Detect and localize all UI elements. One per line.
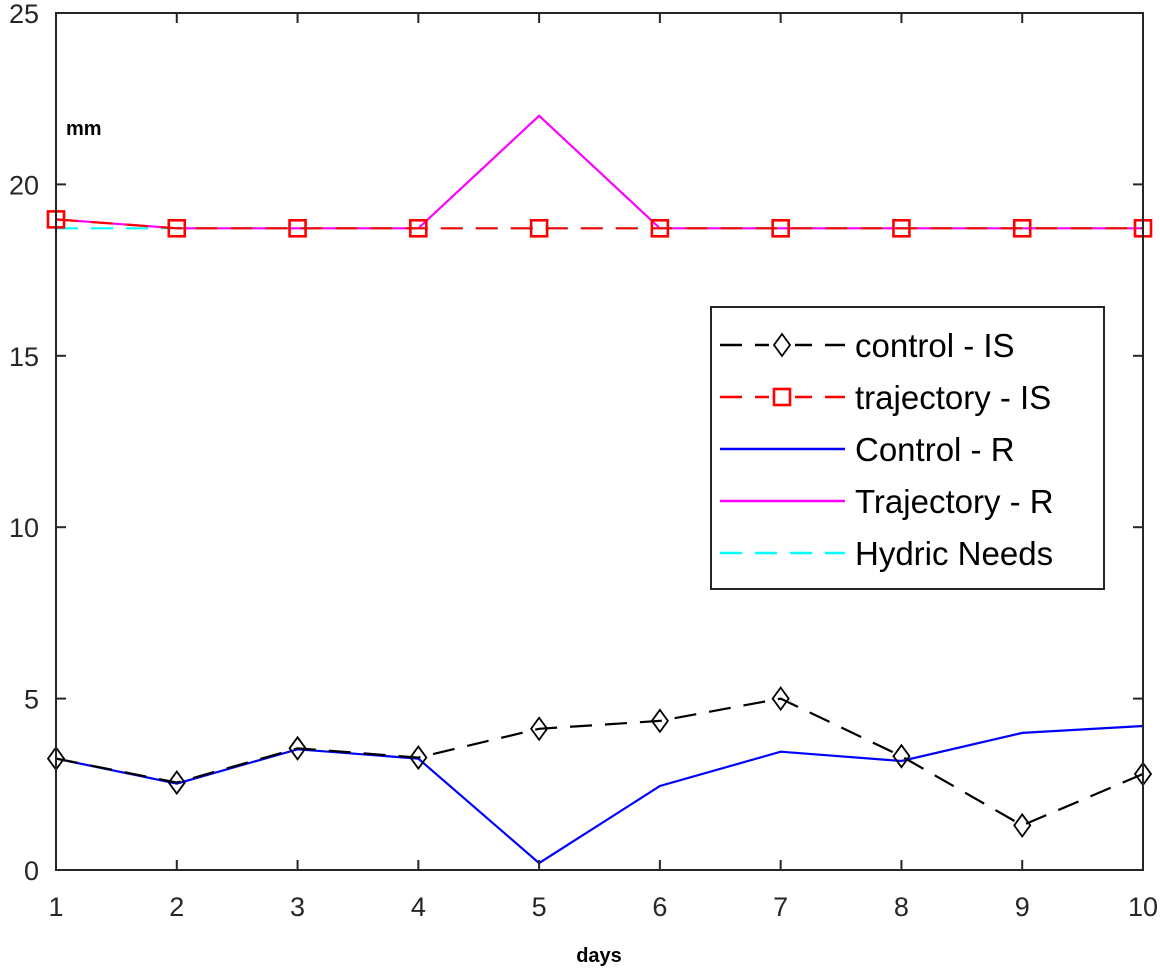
data-point-control-is bbox=[650, 708, 670, 734]
plot-frame bbox=[55, 12, 1144, 871]
y-tick-label: 15 bbox=[9, 342, 39, 372]
series-line-trajectory-is bbox=[55, 218, 1143, 230]
data-point-trajectory-is bbox=[288, 218, 307, 238]
x-tick-label: 4 bbox=[411, 892, 426, 922]
series-trajectory-is bbox=[46, 210, 1153, 238]
series-control-is bbox=[46, 686, 1153, 838]
x-axis-label: days bbox=[576, 945, 622, 967]
x-tick-label: 6 bbox=[652, 892, 667, 922]
legend-label: Hydric Needs bbox=[855, 535, 1053, 572]
x-tick-label: 9 bbox=[1015, 892, 1030, 922]
y-axis-label: mm bbox=[66, 118, 102, 140]
y-tick-label: 5 bbox=[24, 685, 39, 715]
legend-label: Trajectory - R bbox=[855, 483, 1054, 520]
axis-layer: 0 5 10 15 20 25 1 2 3 4 5 6 7 8 9 10 bbox=[9, 0, 1158, 922]
series-line-control-is bbox=[55, 697, 1144, 827]
data-point-control-is bbox=[771, 686, 790, 712]
data-point-control-is bbox=[167, 770, 186, 796]
x-tick-label: 3 bbox=[290, 892, 305, 922]
data-point-control-is bbox=[409, 745, 428, 771]
y-tick-label: 0 bbox=[24, 856, 39, 886]
legend-item-trajectory-is: trajectory - IS bbox=[720, 379, 1051, 416]
data-point-control-is bbox=[288, 735, 307, 761]
data-point-trajectory-is bbox=[409, 218, 428, 238]
data-point-control-is bbox=[892, 743, 911, 769]
legend-item-control-r: Control - R bbox=[720, 431, 1015, 468]
x-tick-label: 8 bbox=[894, 892, 909, 922]
data-point-trajectory-is bbox=[771, 218, 790, 238]
data-point-trajectory-is bbox=[167, 218, 187, 238]
x-tick-label: 10 bbox=[1128, 892, 1158, 922]
x-tick-label: 2 bbox=[169, 892, 184, 922]
data-point-trajectory-is bbox=[892, 218, 911, 238]
data-point-trajectory-is bbox=[650, 218, 670, 238]
series-layer bbox=[46, 114, 1153, 865]
data-point-trajectory-is bbox=[529, 218, 549, 238]
legend: control - IS trajectory - IS Control - R Tr… bbox=[710, 306, 1105, 590]
legend-label: control - IS bbox=[855, 327, 1015, 364]
legend-label: trajectory - IS bbox=[855, 379, 1051, 416]
y-tick-label: 10 bbox=[9, 513, 39, 543]
data-point-control-is bbox=[1013, 812, 1032, 838]
x-tick-label: 7 bbox=[773, 892, 788, 922]
x-tick-label: 1 bbox=[48, 892, 63, 922]
legend-marker bbox=[772, 387, 792, 407]
legend-marker bbox=[772, 332, 792, 358]
x-tick-label: 5 bbox=[532, 892, 547, 922]
legend-label: Control - R bbox=[855, 431, 1015, 468]
y-tick-label: 20 bbox=[9, 170, 39, 200]
data-point-control-is bbox=[529, 716, 549, 742]
y-tick-label: 25 bbox=[9, 0, 39, 29]
legend-item-trajectory-r: Trajectory - R bbox=[720, 483, 1054, 520]
legend-item-hydric-needs: Hydric Needs bbox=[720, 535, 1053, 572]
data-point-trajectory-is bbox=[1012, 218, 1032, 238]
legend-item-control-is: control - IS bbox=[720, 327, 1015, 364]
